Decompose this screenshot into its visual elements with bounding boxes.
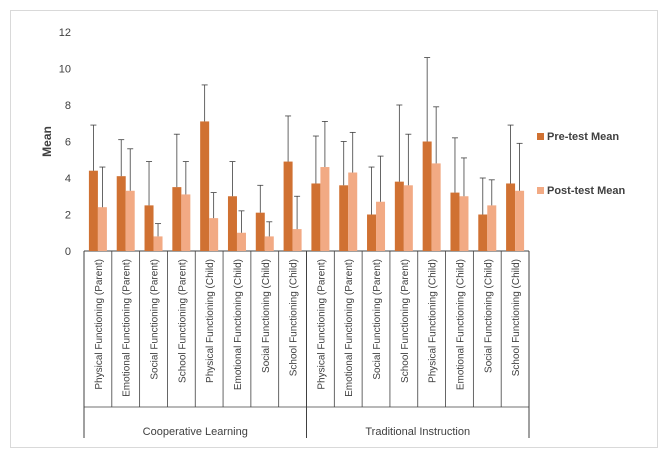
bar-pre [227, 196, 237, 251]
y-tick-label: 2 [65, 210, 71, 222]
bar-post [431, 163, 441, 251]
bar-pre [367, 214, 377, 251]
legend-swatch [537, 133, 544, 140]
bar-chart: 0 2 4 6 8 10 12 Mean Physical Functioning (Pare… [40, 27, 626, 438]
bar-pre [200, 121, 210, 251]
category-label: School Functioning (Child) [511, 259, 522, 376]
bar-pre [450, 192, 460, 251]
y-tick-label: 0 [65, 246, 71, 258]
bar-pre [339, 185, 349, 251]
category-label: Physical Functioning (Child) [205, 259, 216, 383]
group-label: Traditional Instruction [365, 426, 470, 438]
category-label: Physical Functioning (Parent) [94, 259, 105, 390]
bar-pre [422, 141, 432, 251]
bar-pre [311, 183, 321, 251]
category-label: Social Functioning (Parent) [372, 259, 383, 380]
y-tick-label: 4 [65, 173, 71, 185]
y-axis-label: Mean [40, 126, 54, 157]
legend: Pre-test Mean Post-test Mean [537, 131, 626, 197]
category-label: Social Functioning (Child) [483, 259, 494, 373]
bar-pre [506, 183, 516, 251]
bar-post [153, 236, 163, 251]
category-label: Physical Functioning (Parent) [316, 259, 327, 390]
category-label: Emotional Functioning (Child) [455, 259, 466, 390]
bar-post [181, 194, 191, 251]
y-tick-label: 8 [65, 100, 71, 112]
category-label: Social Functioning (Child) [261, 259, 272, 373]
legend-swatch [537, 187, 544, 194]
bar-pre [116, 176, 126, 251]
axes: 0 2 4 6 8 10 12 Mean [40, 27, 530, 438]
y-tick-label: 12 [59, 27, 71, 39]
category-label: School Functioning (Child) [289, 259, 300, 376]
chart-frame: 0 2 4 6 8 10 12 Mean Physical Functioning (Pare… [10, 10, 658, 448]
y-tick-label: 6 [65, 137, 71, 149]
bar-post [320, 167, 330, 251]
legend-label: Post-test Mean [547, 185, 626, 197]
category-label: Emotional Functioning (Parent) [122, 259, 133, 397]
category-label: School Functioning (Parent) [400, 259, 411, 383]
bar-post [125, 190, 135, 251]
category-label: Social Functioning (Parent) [150, 259, 161, 380]
bar-post [292, 229, 302, 251]
bar-pre [394, 181, 404, 251]
category-label: Emotional Functioning (Parent) [344, 259, 355, 397]
bars [88, 57, 525, 251]
bar-pre [172, 187, 182, 251]
bar-post [459, 196, 469, 251]
bar-pre [478, 214, 488, 251]
legend-label: Pre-test Mean [547, 131, 619, 143]
bar-pre [144, 205, 154, 251]
bar-pre [255, 212, 265, 251]
bar-post [515, 190, 525, 251]
group-label: Cooperative Learning [143, 426, 248, 438]
category-label: Emotional Functioning (Child) [233, 259, 244, 390]
y-tick-label: 10 [59, 64, 71, 76]
bar-post [264, 236, 274, 251]
bar-post [376, 201, 386, 251]
bar-post [236, 232, 246, 251]
bar-pre [283, 161, 293, 251]
category-label: Physical Functioning (Child) [428, 259, 439, 383]
labels: Physical Functioning (Parent) Emotional F… [94, 259, 522, 438]
bar-pre [88, 170, 98, 251]
bar-post [209, 218, 219, 251]
category-label: School Functioning (Parent) [177, 259, 188, 383]
bar-post [97, 207, 107, 251]
bar-post [487, 205, 497, 251]
bar-post [348, 172, 358, 251]
bar-post [403, 185, 413, 251]
